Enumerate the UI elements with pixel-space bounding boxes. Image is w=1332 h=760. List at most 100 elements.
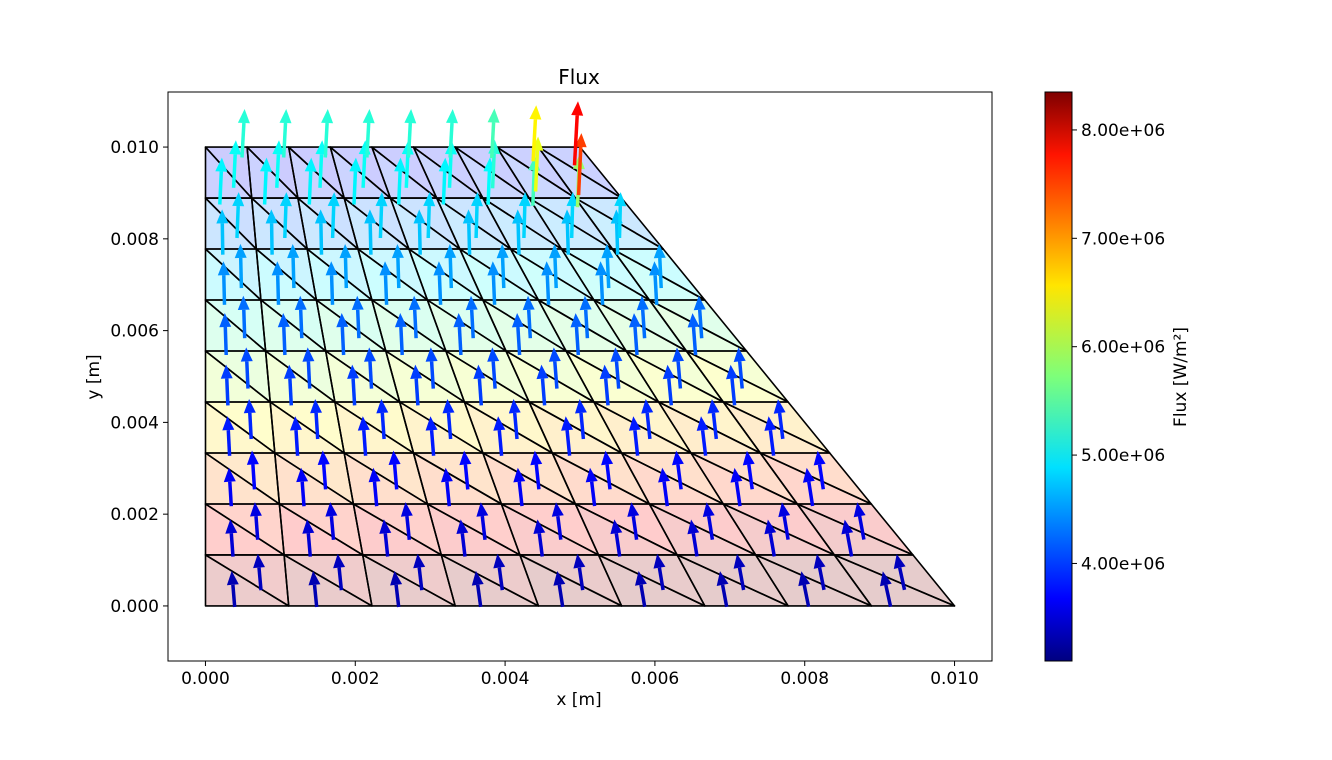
arrow-shaft [394, 584, 401, 608]
arrow-head [243, 399, 256, 414]
flux-arrow [325, 261, 338, 305]
flux-arrow [404, 109, 417, 158]
arrow-shaft [298, 309, 304, 339]
flux-arrow [585, 467, 598, 507]
arrow-shaft [329, 515, 336, 540]
arrow-head [333, 553, 346, 569]
arrow-shaft [447, 154, 453, 188]
flux-arrow [551, 502, 564, 540]
flux-arrow [730, 467, 743, 507]
arrow-shaft [817, 464, 826, 490]
flux-arrow [391, 244, 404, 289]
arrow-shaft [706, 515, 715, 540]
arrow-shaft [383, 275, 389, 305]
colorbar-tick-label: 4.00e+06 [1081, 554, 1165, 574]
arrow-shaft [463, 464, 470, 490]
flux-arrow [222, 416, 235, 456]
flux-arrow [530, 450, 543, 490]
arrow-shaft [283, 206, 288, 239]
arrow-shaft [426, 206, 431, 239]
y-axis-label: y [m] [84, 354, 104, 399]
flux-arrow [893, 554, 907, 591]
arrow-shaft [662, 481, 670, 507]
flux-arrow [333, 553, 346, 591]
flux-arrow [536, 364, 549, 406]
arrow-shaft [351, 378, 357, 406]
flux-arrow [357, 416, 370, 456]
flux-arrow [566, 192, 579, 239]
flux-arrow [304, 157, 317, 205]
arrow-shaft [572, 115, 579, 166]
arrow-shaft [734, 481, 742, 507]
arrow-head [641, 399, 654, 414]
arrow-shaft [569, 206, 575, 239]
flux-arrow [579, 295, 592, 339]
arrow-shaft [269, 223, 274, 255]
arrow-shaft [500, 257, 506, 289]
flux-arrow [571, 101, 584, 166]
arrow-head [379, 519, 392, 534]
arrow-head [220, 364, 233, 379]
arrow-shaft [747, 464, 754, 490]
arrow-shaft [711, 412, 719, 440]
flux-arrow [433, 261, 446, 305]
flux-arrow [394, 313, 407, 356]
arrow-shaft [412, 309, 418, 339]
flux-arrow [442, 399, 455, 440]
y-tick-label: 0.000 [110, 597, 159, 617]
flux-arrow [493, 553, 506, 591]
flux-arrow [302, 519, 315, 557]
flux-arrow [476, 502, 489, 540]
arrow-shaft [282, 326, 287, 356]
arrow-head [347, 364, 359, 379]
arrow-shaft [361, 154, 367, 188]
arrow-head [548, 347, 561, 362]
flux-arrow [446, 109, 458, 158]
flux-arrow [813, 554, 826, 591]
arrow-shaft [605, 257, 611, 289]
arrow-shaft [307, 171, 313, 205]
flux-arrow [459, 450, 472, 490]
arrow-head [423, 192, 436, 207]
arrow-shaft [497, 567, 505, 591]
flux-arrow [553, 571, 566, 608]
flux-arrow [880, 571, 893, 608]
flux-arrow [742, 450, 755, 490]
arrow-head [487, 108, 500, 123]
arrow-shaft [817, 567, 826, 591]
arrow-head [601, 244, 614, 259]
arrow-head [216, 209, 229, 224]
flux-arrow [628, 416, 641, 456]
arrow-head [649, 261, 662, 276]
arrow-shaft [645, 412, 652, 440]
arrow-shaft [517, 481, 524, 507]
arrow-head [764, 519, 777, 535]
arrow-shaft [231, 584, 237, 608]
arrow-head [574, 133, 587, 148]
flux-arrow [219, 313, 232, 356]
arrow-head [853, 502, 866, 518]
flux-arrow [672, 347, 684, 389]
arrow-head [522, 295, 535, 311]
arrow-head [672, 450, 684, 466]
arrow-shaft [614, 223, 620, 255]
arrow-head [265, 209, 278, 224]
arrow-head [304, 157, 317, 172]
arrow-head [628, 416, 641, 431]
arrow-head [726, 364, 738, 380]
arrow-head [511, 313, 524, 328]
arrow-head [471, 570, 484, 586]
arrow-shaft [222, 275, 227, 305]
arrow-head [394, 157, 406, 172]
flux-arrow [595, 261, 608, 305]
arrow-head [314, 209, 327, 224]
arrow-shaft [405, 515, 412, 540]
arrow-head [702, 502, 715, 517]
flux-arrow [508, 399, 521, 440]
flux-arrow [798, 571, 811, 608]
flux-arrow [601, 244, 614, 289]
arrow-shaft [330, 206, 336, 239]
arrow-head [570, 313, 583, 328]
arrow-head [536, 364, 549, 380]
flux-arrow [217, 261, 230, 305]
